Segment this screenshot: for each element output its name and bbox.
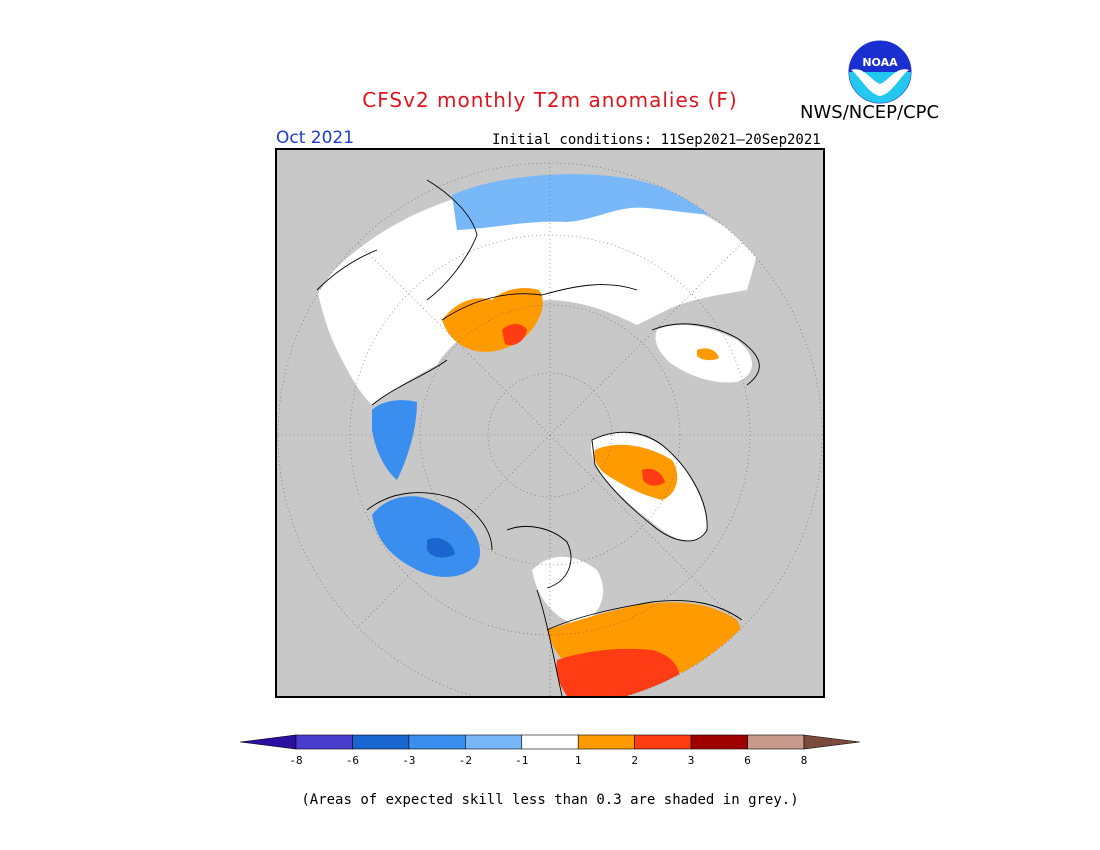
region-siberia-cool	[452, 174, 722, 230]
noaa-logo-text: NOAA	[862, 56, 898, 69]
skill-note: (Areas of expected skill less than 0.3 a…	[301, 792, 799, 808]
organization-label: NWS/NCEP/CPC	[800, 102, 940, 123]
region-greenland-warm	[594, 444, 678, 500]
colorbar-labels: -8 -6 -3 -2 -1 1 2 3 6 8	[289, 754, 807, 767]
colorbar-label: 6	[744, 754, 751, 767]
colorbar-box	[521, 734, 579, 750]
colorbar-box	[747, 734, 805, 750]
colorbar-label: -1	[515, 754, 528, 767]
colorbar-arrow-high	[803, 734, 860, 750]
colorbar-label: 3	[688, 754, 695, 767]
colorbar-box	[352, 734, 410, 750]
region-north-america-neutral	[532, 556, 604, 625]
noaa-logo-icon: NOAA	[848, 40, 912, 104]
colorbar-box	[408, 734, 466, 750]
region-canada-cool	[372, 496, 481, 577]
colorbar-box	[690, 734, 748, 750]
region-canada-colder	[427, 537, 455, 558]
region-north-russia-hot	[502, 324, 527, 346]
region-united-states-hot	[556, 648, 681, 696]
region-greenland-hot	[642, 468, 665, 486]
colorbar-box	[295, 734, 353, 750]
polar-map-svg	[277, 150, 823, 696]
target-month: Oct 2021	[276, 128, 355, 148]
colorbar-label: -8	[289, 754, 302, 767]
graticule	[277, 162, 823, 696]
initial-conditions: Initial conditions: 11Sep2021—20Sep2021	[492, 132, 821, 148]
coastlines	[316, 179, 760, 696]
anomaly-map	[275, 148, 825, 698]
colorbar-box	[634, 734, 692, 750]
colorbar-label: 2	[631, 754, 638, 767]
colorbar-arrow-low	[240, 734, 297, 750]
colorbar-label: 1	[575, 754, 582, 767]
chart-title: CFSv2 monthly T2m anomalies (F)	[362, 88, 738, 112]
colorbar-label: 8	[801, 754, 808, 767]
colorbar-label: -3	[402, 754, 415, 767]
colorbar-label: -6	[346, 754, 359, 767]
colorbar-box	[465, 734, 523, 750]
colorbar-label: -2	[459, 754, 472, 767]
colorbar-box	[577, 734, 635, 750]
region-east-europe-cool	[372, 400, 417, 480]
colorbar-boxes	[240, 734, 860, 750]
colorbar: -8 -6 -3 -2 -1 1 2 3 6 8	[240, 734, 860, 767]
region-east-asia-warm	[697, 348, 719, 361]
